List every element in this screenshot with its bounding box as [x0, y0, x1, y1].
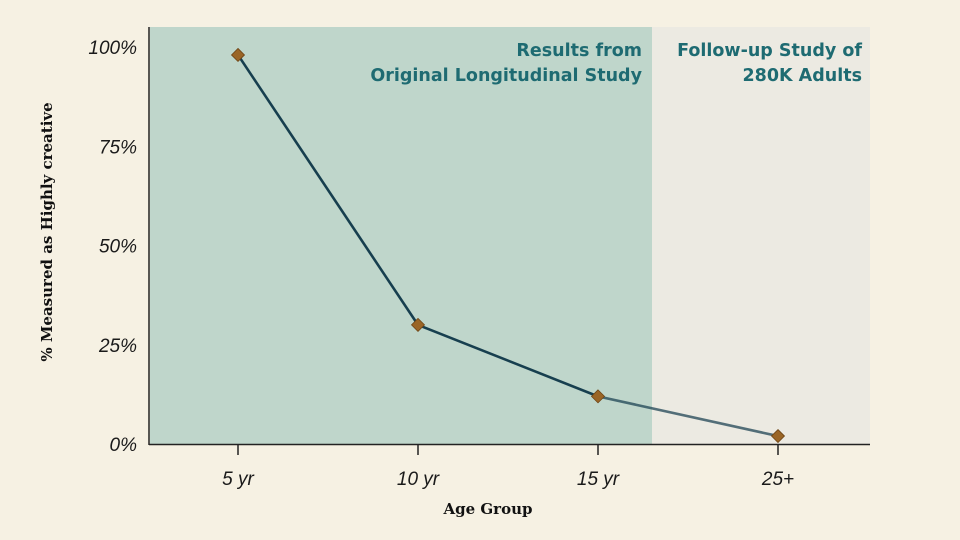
- series-line-segment: [416, 323, 600, 398]
- data-point-marker: [230, 47, 246, 63]
- y-tick-label: 75%: [99, 137, 137, 158]
- x-tick-label: 15 yr: [577, 469, 620, 490]
- data-point-marker: [590, 389, 606, 404]
- region-original-study: [150, 27, 652, 444]
- region-followup-label-line2: 280K Adults: [743, 66, 863, 86]
- region-original-label-line2: Original Longitudinal Study: [370, 66, 642, 86]
- y-tick-label: 25%: [98, 336, 137, 357]
- data-point-marker: [770, 428, 786, 444]
- y-tick-label: 50%: [99, 237, 137, 258]
- x-tick-label: 5 yr: [222, 469, 254, 490]
- y-axis-title: % Measured as Highly creative: [38, 102, 56, 361]
- x-axis-title: Age Group: [442, 500, 532, 518]
- region-original-label-line1: Results from: [516, 41, 642, 61]
- region-followup-label-line1: Follow-up Study of: [677, 41, 862, 61]
- series-line-segment: [236, 53, 420, 327]
- region-followup-study: [652, 27, 870, 444]
- data-point-marker: [410, 317, 426, 332]
- x-tick-label: 10 yr: [397, 469, 440, 490]
- x-tick-label: 25+: [761, 469, 794, 490]
- y-tick-label: 0%: [110, 435, 138, 456]
- y-tick-label: 100%: [88, 38, 137, 59]
- series-line-segment: [596, 395, 780, 438]
